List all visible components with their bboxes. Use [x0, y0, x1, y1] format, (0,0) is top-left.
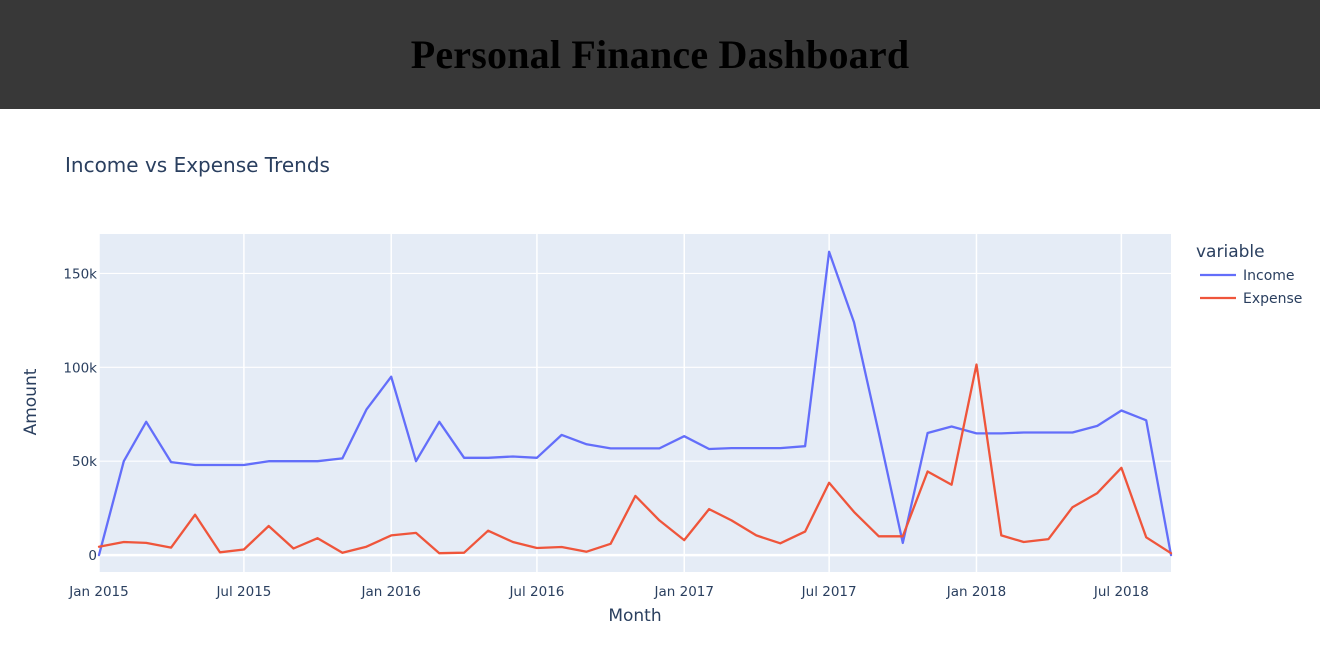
x-axis-ticks: Jan 2015 Jul 2015 Jan 2016 Jul 2016 Jan 2017…: [68, 584, 1149, 600]
legend-title: variable: [1196, 242, 1265, 262]
y-tick-label: 0: [88, 548, 97, 564]
x-tick-label: Jul 2018: [1093, 584, 1149, 600]
x-tick-label: Jul 2017: [801, 584, 857, 600]
series-line-expense[interactable]: [97, 363, 1173, 555]
chart-title: Income vs Expense Trends: [65, 153, 330, 177]
y-tick-label: 150k: [63, 266, 97, 282]
plot-area[interactable]: [99, 234, 1171, 572]
series-line-income[interactable]: [97, 250, 1173, 557]
x-tick-label: Jan 2016: [360, 584, 420, 600]
x-axis-title: Month: [608, 606, 661, 626]
y-tick-label: 100k: [63, 360, 97, 376]
x-tick-label: Jul 2016: [508, 584, 564, 600]
y-axis-title: Amount: [21, 368, 41, 435]
legend[interactable]: variable Income Expense: [1196, 242, 1302, 307]
chart-svg[interactable]: Income vs Expense Trends Jan 2015 Jul 201…: [0, 109, 1320, 650]
y-tick-label: 50k: [72, 454, 97, 470]
series-lines: [97, 250, 1173, 557]
y-axis-ticks: 0 50k 100k 150k: [63, 266, 97, 564]
x-tick-label: Jan 2018: [946, 584, 1006, 600]
x-tick-label: Jul 2015: [215, 584, 271, 600]
legend-label-income[interactable]: Income: [1243, 268, 1295, 284]
dashboard-title: Personal Finance Dashboard: [410, 32, 910, 77]
x-tick-label: Jan 2017: [654, 584, 714, 600]
x-tick-label: Jan 2015: [68, 584, 128, 600]
dashboard-header: Personal Finance Dashboard: [0, 0, 1320, 109]
gridlines: [98, 234, 1171, 572]
legend-label-expense[interactable]: Expense: [1243, 291, 1302, 307]
income-expense-chart[interactable]: Income vs Expense Trends Jan 2015 Jul 201…: [0, 109, 1320, 650]
